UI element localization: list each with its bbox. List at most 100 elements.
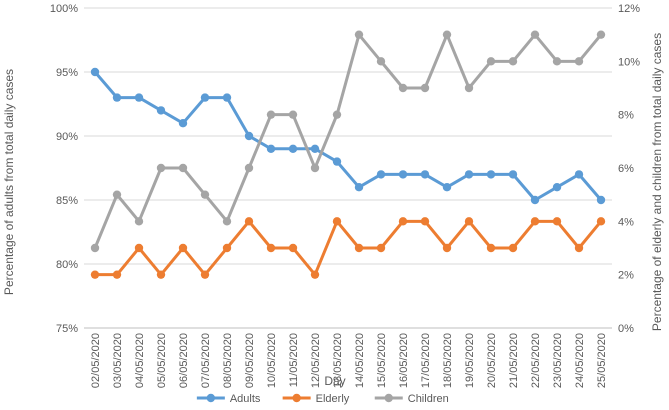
left-axis-ticks: 75% 80% 85% 90% 95% 100% <box>50 3 78 335</box>
y-tick-label-left: 90% <box>56 131 78 143</box>
data-point-elderly <box>420 217 430 226</box>
y-tick-label-left: 95% <box>56 67 78 79</box>
data-point-elderly <box>178 243 188 253</box>
x-tick-label: 19/05/2020 <box>464 333 476 388</box>
data-point-adults <box>266 144 276 153</box>
x-tick-label: 24/05/2020 <box>574 333 586 388</box>
data-point-elderly <box>310 270 320 279</box>
x-tick-label: 17/05/2020 <box>420 333 432 388</box>
x-tick-label: 22/05/2020 <box>530 333 542 388</box>
data-point-adults <box>310 144 320 153</box>
x-tick-label: 25/05/2020 <box>596 333 608 388</box>
data-point-elderly <box>288 243 298 253</box>
y-tick-label-right: 12% <box>618 3 640 15</box>
y-axis-title-right: Percentage of elderly and children from … <box>650 33 664 331</box>
data-point-adults <box>354 183 364 192</box>
x-tick-label: 04/05/2020 <box>134 333 146 388</box>
data-point-children <box>464 83 474 93</box>
data-point-adults <box>508 170 518 179</box>
data-point-children <box>552 57 562 66</box>
x-tick-label: 08/05/2020 <box>222 333 234 388</box>
data-point-children <box>442 30 452 39</box>
x-tick-label: 13/05/2020 <box>332 333 344 388</box>
series-points <box>90 30 606 279</box>
data-point-children <box>222 217 232 226</box>
legend-marker-elderly <box>292 393 301 403</box>
x-tick-label: 12/05/2020 <box>310 333 322 388</box>
data-point-adults <box>486 170 496 179</box>
data-point-children <box>178 163 188 173</box>
data-point-adults <box>222 93 232 102</box>
data-point-adults <box>596 195 606 205</box>
x-axis-title: Day <box>324 374 345 388</box>
x-tick-label: 03/05/2020 <box>112 333 124 388</box>
data-point-children <box>420 83 430 93</box>
data-point-elderly <box>464 217 474 226</box>
data-point-children <box>310 163 320 173</box>
data-point-elderly <box>134 243 144 253</box>
y-tick-label-left: 100% <box>50 3 78 15</box>
data-point-elderly <box>398 217 408 226</box>
y-tick-label-left: 80% <box>56 259 78 271</box>
x-tick-label: 21/05/2020 <box>508 333 520 388</box>
y-tick-label-left: 75% <box>56 323 78 335</box>
y-axis-title-left: Percentage of adults from total daily ca… <box>2 69 16 295</box>
data-point-children <box>508 57 518 66</box>
y-tick-label-right: 0% <box>618 323 634 335</box>
data-point-children <box>288 110 298 119</box>
x-tick-label: 18/05/2020 <box>442 333 454 388</box>
data-point-children <box>596 30 606 39</box>
data-point-adults <box>288 144 298 153</box>
data-point-children <box>354 30 364 39</box>
data-point-adults <box>112 93 122 102</box>
data-point-elderly <box>354 243 364 253</box>
x-tick-label: 16/05/2020 <box>398 333 410 388</box>
data-point-elderly <box>112 270 122 279</box>
data-point-elderly <box>156 270 166 279</box>
y-tick-label-right: 4% <box>618 216 634 228</box>
data-point-adults <box>376 170 386 179</box>
data-point-elderly <box>266 243 276 253</box>
x-axis-ticks: 02/05/2020 03/05/2020 04/05/2020 05/05/2020… <box>90 333 608 388</box>
data-point-elderly <box>200 270 210 279</box>
legend-label-elderly: Elderly <box>316 393 350 405</box>
x-tick-label: 15/05/2020 <box>376 333 388 388</box>
data-point-adults <box>332 157 342 166</box>
data-point-children <box>530 30 540 39</box>
series-line-children <box>93 33 603 249</box>
x-tick-label: 23/05/2020 <box>552 333 564 388</box>
legend: Adults Elderly Children <box>196 393 449 405</box>
data-point-adults <box>574 170 584 179</box>
data-point-adults <box>134 93 144 102</box>
data-point-elderly <box>508 243 518 253</box>
data-point-elderly <box>244 217 254 226</box>
x-tick-label: 07/05/2020 <box>200 333 212 388</box>
legend-marker-adults <box>206 393 216 403</box>
x-tick-label: 09/05/2020 <box>244 333 256 388</box>
data-point-children <box>244 163 254 173</box>
series-lines <box>93 33 603 277</box>
legend-marker-children <box>384 393 393 403</box>
data-point-adults <box>90 67 100 77</box>
data-point-elderly <box>332 217 342 226</box>
x-tick-label: 05/05/2020 <box>156 333 168 388</box>
data-point-adults <box>398 170 408 179</box>
x-tick-label: 14/05/2020 <box>354 333 366 388</box>
data-point-children <box>134 217 144 226</box>
data-point-elderly <box>530 217 540 226</box>
data-point-elderly <box>90 270 100 279</box>
x-tick-label: 11/05/2020 <box>288 333 300 387</box>
data-point-children <box>376 57 386 66</box>
series-line-adults <box>93 71 603 202</box>
data-point-elderly <box>486 243 496 253</box>
data-point-children <box>486 57 496 66</box>
data-point-children <box>574 57 584 66</box>
data-point-adults <box>464 170 474 179</box>
x-tick-label: 06/05/2020 <box>178 333 190 388</box>
x-tick-label: 02/05/2020 <box>90 333 102 388</box>
data-point-children <box>398 83 408 93</box>
series-line-elderly <box>95 219 603 277</box>
data-point-adults <box>244 131 254 141</box>
data-point-children <box>332 110 342 119</box>
